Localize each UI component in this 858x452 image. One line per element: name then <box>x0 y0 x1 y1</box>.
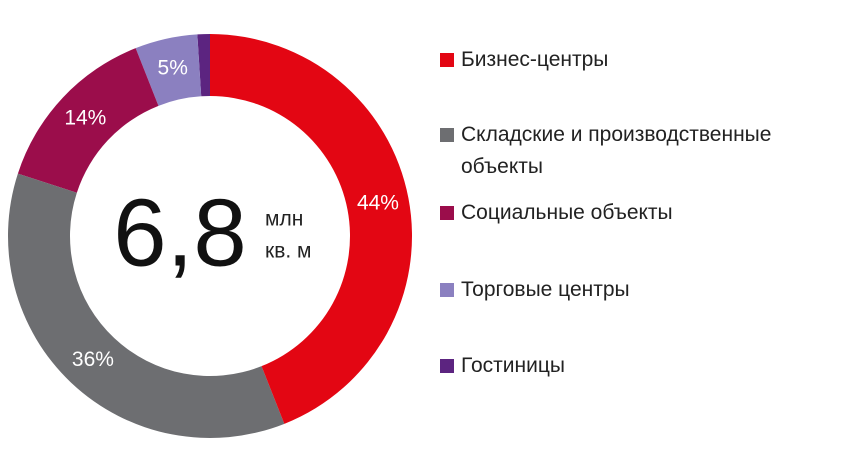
legend-label: Бизнес-центры <box>461 48 609 71</box>
donut-slice <box>17 48 159 193</box>
legend-label: Социальные объекты <box>461 201 673 224</box>
legend: Бизнес-центры Складские и производственны… <box>440 0 858 452</box>
center-unit: млн <box>265 208 303 231</box>
legend-item: Складские и производственные объекты <box>440 119 853 183</box>
data-label: 14% <box>64 106 106 129</box>
donut-slice <box>210 34 412 424</box>
chart: 6,8 млн кв. м 44% 36% 14% 5% <box>8 34 412 439</box>
legend-marker <box>440 128 454 142</box>
legend-label: Торговые центры <box>461 278 630 301</box>
legend-item: Гостиницы <box>440 350 853 382</box>
legend-label: Складские и производственные объекты <box>461 123 772 178</box>
legend-marker <box>440 53 454 67</box>
donut-slice <box>197 34 210 97</box>
data-label: 36% <box>72 348 114 371</box>
data-label: 5% <box>158 57 188 80</box>
donut-slice <box>8 173 285 439</box>
data-label: 44% <box>357 192 399 215</box>
legend-marker <box>440 283 454 297</box>
center-unit: кв. м <box>265 240 311 263</box>
legend-item: Бизнес-центры <box>440 44 853 76</box>
legend-marker <box>440 206 454 220</box>
donut-slice <box>135 34 202 106</box>
legend-label: Гостиницы <box>461 354 565 377</box>
center-value: 6,8 <box>113 179 246 286</box>
legend-marker <box>440 359 454 373</box>
legend-item: Торговые центры <box>440 274 853 306</box>
legend-item: Социальные объекты <box>440 197 853 229</box>
